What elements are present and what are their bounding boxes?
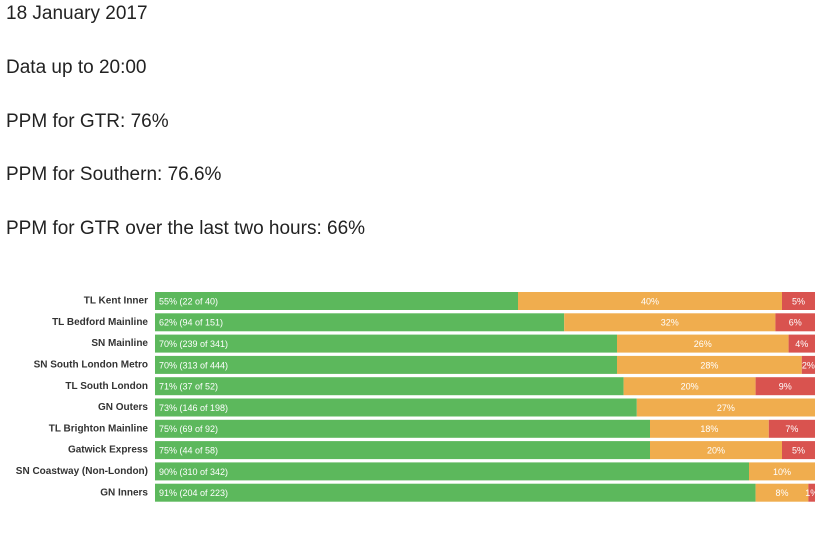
bar-segment bbox=[155, 483, 756, 502]
bar-segment bbox=[788, 334, 815, 353]
bar-segment bbox=[155, 355, 617, 374]
value-label: 90% (310 of 342) bbox=[159, 467, 228, 477]
value-label: 9% bbox=[779, 382, 792, 392]
ppm-gtr: PPM for GTR: 76% bbox=[6, 111, 169, 132]
bar-segment bbox=[155, 377, 624, 396]
value-label: 1% bbox=[805, 488, 818, 498]
bar-segment bbox=[755, 483, 809, 502]
category-label: Gatwick Express bbox=[68, 445, 148, 456]
bar-segment bbox=[617, 334, 789, 353]
value-label: 62% (94 of 151) bbox=[159, 318, 223, 328]
category-label: TL Kent Inner bbox=[84, 296, 148, 307]
category-label: TL South London bbox=[65, 381, 148, 392]
bar-segment bbox=[155, 398, 637, 417]
bar-segment bbox=[564, 313, 776, 332]
value-label: 10% bbox=[773, 467, 791, 477]
data-up-to: Data up to 20:00 bbox=[6, 57, 147, 78]
ppm-gtr-two-hours: PPM for GTR over the last two hours: 66% bbox=[6, 218, 365, 239]
bar-segment bbox=[623, 377, 756, 396]
bar-segment bbox=[155, 462, 749, 481]
bar-segment bbox=[768, 419, 815, 438]
value-label: 2% bbox=[802, 360, 815, 370]
value-label: 8% bbox=[775, 488, 788, 498]
value-label: 18% bbox=[700, 424, 718, 434]
bar-segment bbox=[636, 398, 815, 417]
value-label: 71% (37 of 52) bbox=[159, 382, 218, 392]
bar-segment bbox=[155, 334, 617, 353]
value-label: 40% bbox=[641, 296, 659, 306]
value-label: 70% (313 of 444) bbox=[159, 360, 228, 370]
value-label: 32% bbox=[661, 318, 679, 328]
value-label: 75% (69 of 92) bbox=[159, 424, 218, 434]
bar-segment bbox=[155, 419, 650, 438]
value-label: 73% (146 of 198) bbox=[159, 403, 228, 413]
value-label: 91% (204 of 223) bbox=[159, 488, 228, 498]
bar-segment bbox=[650, 441, 782, 460]
date: 18 January 2017 bbox=[6, 3, 148, 24]
value-label: 7% bbox=[785, 424, 798, 434]
value-label: 6% bbox=[789, 318, 802, 328]
value-label: 4% bbox=[795, 339, 808, 349]
bar-segment bbox=[808, 483, 815, 502]
category-label: TL Bedford Mainline bbox=[52, 317, 148, 328]
value-label: 70% (239 of 341) bbox=[159, 339, 228, 349]
ppm-southern: PPM for Southern: 76.6% bbox=[6, 164, 222, 185]
category-label: SN South London Metro bbox=[34, 360, 148, 371]
value-label: 20% bbox=[707, 445, 725, 455]
bar-segment bbox=[155, 441, 650, 460]
bar-segment bbox=[749, 462, 815, 481]
value-label: 55% (22 of 40) bbox=[159, 296, 218, 306]
bar-segment bbox=[518, 292, 782, 310]
bar-segment bbox=[155, 292, 518, 310]
value-label: 28% bbox=[700, 360, 718, 370]
value-label: 75% (44 of 58) bbox=[159, 445, 218, 455]
bar-segment bbox=[782, 441, 815, 460]
category-label: GN Outers bbox=[98, 402, 148, 413]
bar-segment bbox=[617, 355, 802, 374]
bar-segment bbox=[782, 292, 815, 310]
bar-segment bbox=[650, 419, 769, 438]
category-label: SN Coastway (Non-London) bbox=[16, 466, 148, 477]
value-label: 5% bbox=[792, 296, 805, 306]
value-label: 27% bbox=[717, 403, 735, 413]
bar-segment bbox=[155, 313, 565, 332]
bar-segment bbox=[755, 377, 815, 396]
category-label: SN Mainline bbox=[91, 338, 148, 349]
bar-segment bbox=[801, 355, 815, 374]
value-label: 5% bbox=[792, 445, 805, 455]
value-label: 20% bbox=[681, 382, 699, 392]
category-label: GN Inners bbox=[100, 487, 148, 498]
value-label: 26% bbox=[694, 339, 712, 349]
bar-segment bbox=[775, 313, 815, 332]
category-label: TL Brighton Mainline bbox=[49, 423, 149, 434]
